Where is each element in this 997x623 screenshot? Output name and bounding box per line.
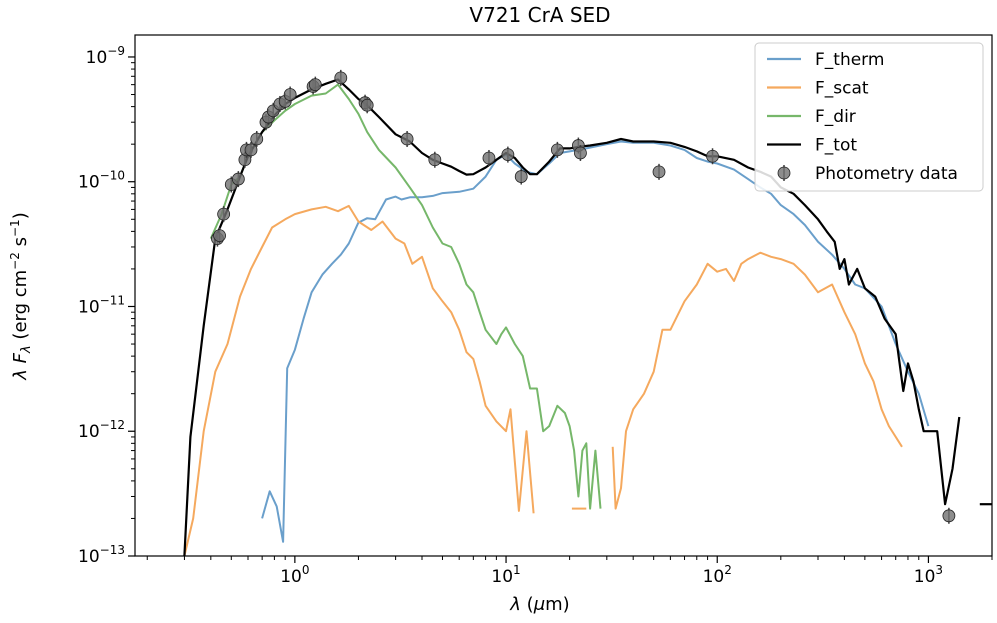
photometry-point — [482, 151, 496, 165]
legend-label: F_scat — [815, 79, 869, 99]
x-axis-label: λ (μm) — [509, 594, 569, 615]
x-tick-label: 102 — [703, 563, 732, 587]
photometry-point — [217, 207, 231, 221]
legend-label: Photometry data — [815, 164, 958, 184]
photometry-point — [360, 98, 374, 112]
series-line-f-scat-0 — [183, 204, 535, 557]
y-tick-label: 10−12 — [78, 418, 125, 442]
photometry-point — [283, 88, 297, 101]
legend-marker — [777, 166, 791, 180]
series-line-f-scat-2 — [611, 251, 903, 510]
y-tick-label: 10−9 — [86, 44, 125, 68]
photometry-point — [514, 170, 528, 183]
photometry-point — [244, 143, 258, 157]
photometry-point — [400, 132, 414, 146]
legend-label: F_therm — [815, 50, 884, 70]
photometry-point — [428, 153, 442, 167]
photometry-point — [706, 149, 719, 163]
x-tick-label: 100 — [280, 563, 309, 587]
photometry-point — [574, 146, 587, 160]
chart-title: V721 CrA SED — [469, 3, 610, 27]
legend-label: F_tot — [815, 136, 857, 156]
x-axis: 100 101 102 103 — [146, 556, 993, 587]
photometry-points — [211, 69, 956, 524]
y-tick-label: 10−11 — [78, 293, 125, 317]
x-tick-label: 101 — [491, 563, 520, 587]
y-tick-label: 10−10 — [78, 169, 125, 193]
y-axis-label: λ Fλ (erg cm−2 s−1) — [8, 212, 34, 380]
legend-box — [754, 42, 984, 192]
photometry-point — [550, 143, 564, 157]
photometry-point — [213, 229, 226, 242]
photometry-point — [501, 148, 515, 161]
series-line-f-therm-0 — [261, 140, 930, 543]
y-axis: 10−13 10−12 10−11 10−10 10−9 — [78, 44, 135, 567]
x-tick-label: 103 — [914, 563, 943, 587]
photometry-point — [652, 165, 666, 179]
photometry-point — [231, 172, 245, 186]
plot-frame — [134, 34, 993, 557]
series-line-f-dir-0 — [209, 83, 602, 510]
photometry-point — [942, 509, 956, 523]
y-tick-label: 10−13 — [78, 543, 125, 567]
photometry-point — [308, 78, 322, 92]
photometry-point — [334, 71, 348, 85]
legend-label: F_dir — [815, 107, 856, 127]
legend: F_therm F_scat F_dir F_tot Photometry data — [754, 42, 984, 192]
photometry-point — [250, 132, 264, 146]
